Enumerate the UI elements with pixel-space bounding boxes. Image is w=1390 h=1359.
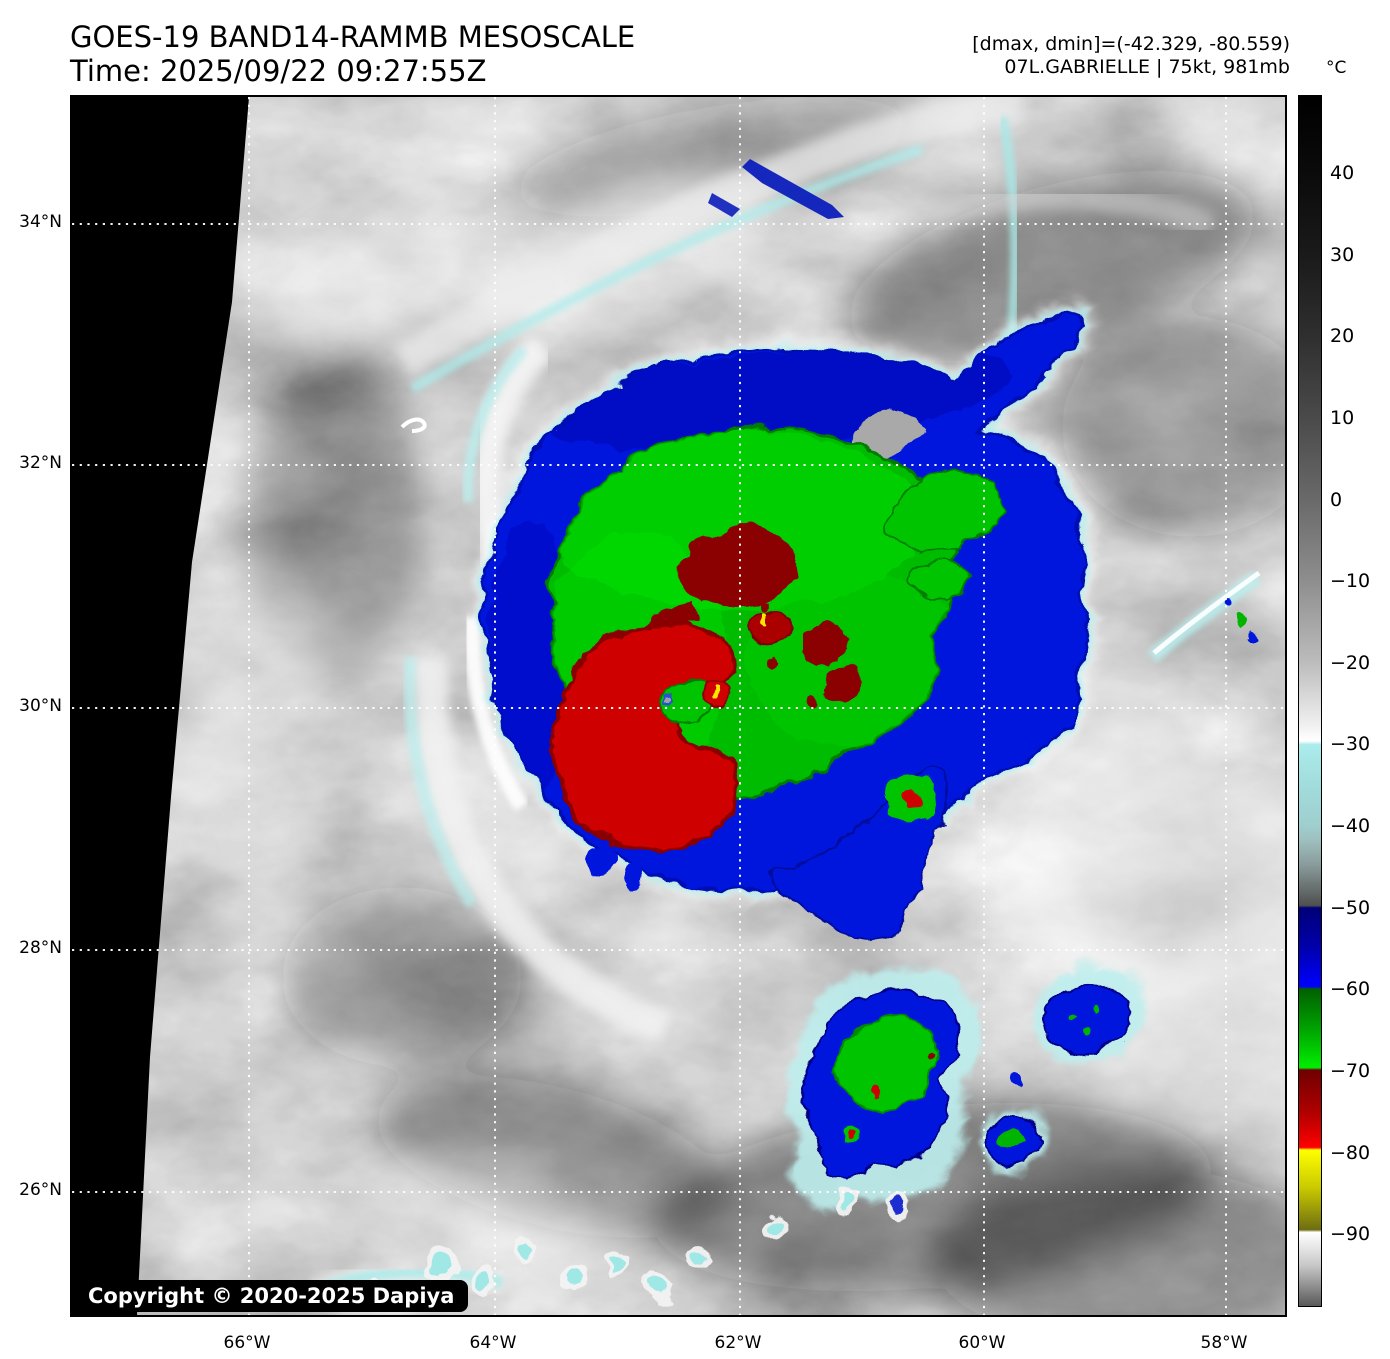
cirrus-band-ne [392, 97, 1218, 394]
satellite-map [70, 95, 1287, 1317]
hurricane-gabrielle [482, 309, 1085, 1082]
cloud-squiggle [400, 417, 427, 433]
copyright-badge: Copyright © 2020-2025 Dapiya [74, 1280, 469, 1312]
colorbar-tick: −60 [1330, 978, 1371, 1000]
lat-axis-label: 30°N [19, 696, 62, 716]
temperature-colorbar [1298, 95, 1322, 1307]
lat-axis-label: 32°N [19, 453, 62, 473]
storm-info-readout: 07L.GABRIELLE | 75kt, 981mb [1004, 56, 1290, 78]
colorbar-tick: −20 [1330, 652, 1371, 674]
se-convective-clusters [784, 593, 1251, 1207]
colorbar-tick: −50 [1330, 897, 1371, 919]
eye-warm-pixel [663, 696, 669, 703]
data-gap-wedge [72, 97, 249, 1315]
cold-sliver-navy [742, 159, 844, 219]
green-finger-ne [885, 466, 1001, 548]
colorbar-tick: −10 [1330, 570, 1371, 592]
lon-axis-label: 62°W [714, 1333, 762, 1353]
blue-fragments [583, 843, 1022, 1082]
colorbar-tick: −30 [1330, 733, 1371, 755]
graticule [72, 97, 1285, 1315]
lat-axis-label: 28°N [19, 938, 62, 958]
satellite-map-canvas [72, 97, 1285, 1315]
colorbar-tick: 40 [1330, 162, 1355, 184]
hot-tower-north [742, 606, 790, 640]
se-green-cell [881, 769, 934, 820]
lat-axis-label: 26°N [19, 1180, 62, 1200]
convective-cell-b [1030, 962, 1142, 1060]
colorbar-tick: 20 [1330, 325, 1355, 347]
dmax-dmin-readout: [dmax, dmin]=(-42.329, -80.559) [972, 33, 1290, 55]
colorbar-tick: 30 [1330, 244, 1355, 266]
page-title: GOES-19 BAND14-RAMMB MESOSCALE [70, 20, 636, 54]
lat-axis-label: 34°N [19, 212, 62, 232]
colorbar-unit-label: °C [1326, 58, 1347, 78]
lon-axis-label: 64°W [469, 1333, 517, 1353]
outer-spiral-bands [307, 336, 1262, 1304]
eyewall-overshoot-yellow [708, 681, 715, 698]
convective-cell-a [784, 964, 976, 1207]
colorbar-tick: −80 [1330, 1142, 1371, 1164]
overshooting-top-yellow [759, 608, 764, 621]
dark-red-arcs [627, 524, 859, 706]
lon-axis-label: 60°W [958, 1333, 1006, 1353]
colorbar-tick: −90 [1330, 1223, 1371, 1245]
colorbar-tick: −70 [1330, 1060, 1371, 1082]
colorbar-tick: −40 [1330, 815, 1371, 837]
lon-axis-label: 66°W [223, 1333, 271, 1353]
colorbar-tick: 10 [1330, 407, 1355, 429]
lon-axis-label: 58°W [1200, 1333, 1248, 1353]
right-edge-flecks [1220, 593, 1251, 638]
convective-cell-c [978, 1105, 1042, 1169]
timestamp-label: Time: 2025/09/22 09:27:55Z [70, 54, 487, 88]
readout-block: [dmax, dmin]=(-42.329, -80.559) 07L.GABR… [972, 33, 1290, 79]
colorbar-tick: 0 [1330, 489, 1343, 511]
